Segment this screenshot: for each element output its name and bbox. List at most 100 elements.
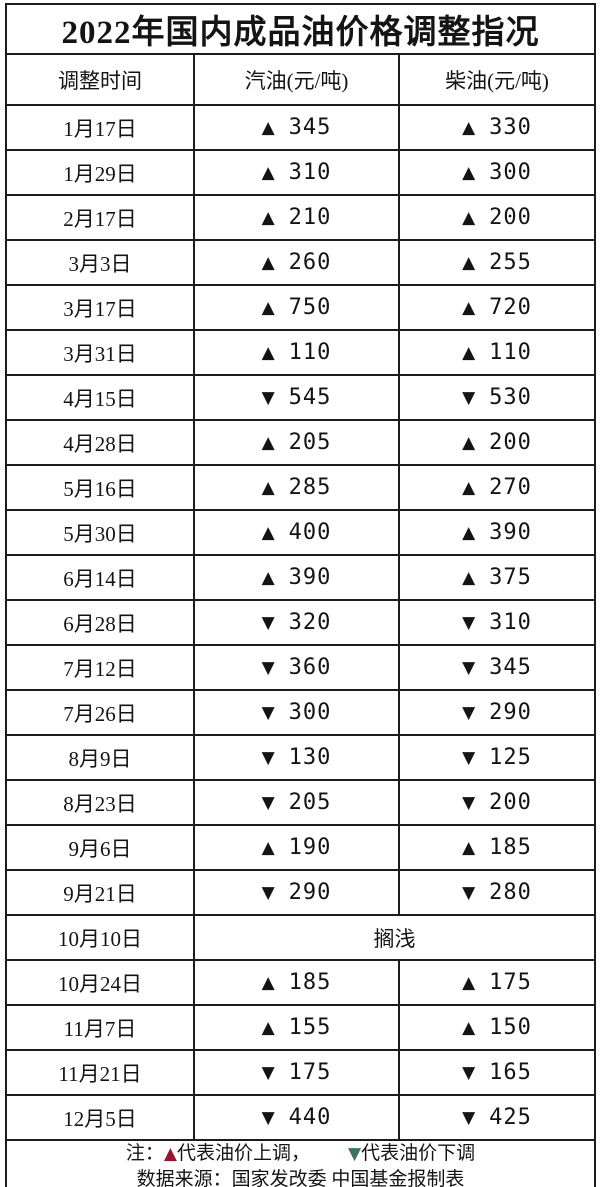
table-row: 11月21日 ▼ 175 ▼ 165	[5, 1049, 596, 1096]
price-change-value: 400	[288, 520, 332, 545]
price-change-value: 255	[489, 250, 532, 275]
date-cell: 3月17日	[5, 284, 195, 331]
gasoline-value-cell: ▲ 285	[193, 464, 400, 511]
title-row: 2022年国内成品油价格调整指况	[5, 3, 596, 55]
gasoline-value-cell: ▼ 300	[193, 689, 400, 736]
price-change-value: 440	[288, 1105, 332, 1130]
price-change-value: 205	[288, 430, 332, 455]
down-triangle-icon: ▼	[462, 388, 476, 408]
up-triangle-icon: ▲	[261, 253, 275, 273]
diesel-value-cell: ▼ 125	[398, 734, 596, 781]
date-cell: 6月14日	[5, 554, 195, 601]
table-row: 10月24日 ▲ 185 ▲ 175	[5, 959, 596, 1006]
down-triangle-icon: ▼	[462, 613, 476, 633]
up-triangle-icon: ▲	[261, 118, 275, 138]
gasoline-value-cell: ▲ 155	[193, 1004, 400, 1051]
price-change-value: 720	[489, 295, 532, 320]
price-change-value: 200	[489, 205, 532, 230]
gasoline-value-cell: ▼ 130	[193, 734, 400, 781]
gasoline-value-cell: ▲ 210	[193, 194, 400, 241]
up-triangle-icon: ▲	[261, 568, 275, 588]
table-row: 3月31日 ▲ 110 ▲ 110	[5, 329, 596, 376]
table-row: 9月6日 ▲ 190 ▲ 185	[5, 824, 596, 871]
date-cell: 8月9日	[5, 734, 195, 781]
price-change-value: 360	[288, 655, 332, 680]
table-row: 3月3日 ▲ 260 ▲ 255	[5, 239, 596, 286]
price-change-value: 345	[288, 115, 332, 140]
diesel-value-cell: ▲ 375	[398, 554, 596, 601]
gasoline-value-cell: ▲ 260	[193, 239, 400, 286]
table-row: 5月30日 ▲ 400 ▲ 390	[5, 509, 596, 556]
diesel-value-cell: ▲ 200	[398, 194, 596, 241]
note-prefix: 注：	[125, 1143, 164, 1164]
header-row: 调整时间 汽油(元/吨) 柴油(元/吨)	[5, 53, 596, 106]
date-cell: 4月15日	[5, 374, 195, 421]
date-cell: 9月6日	[5, 824, 195, 871]
diesel-value-cell: ▼ 345	[398, 644, 596, 691]
down-triangle-icon: ▼	[261, 748, 275, 768]
price-change-value: 545	[288, 385, 332, 410]
legend-up-label: 代表油价上调，	[176, 1143, 310, 1164]
date-cell: 2月17日	[5, 194, 195, 241]
down-triangle-icon: ▼	[462, 748, 476, 768]
down-triangle-icon: ▼	[261, 1063, 275, 1083]
table-row: 2月17日 ▲ 210 ▲ 200	[5, 194, 596, 241]
diesel-value-cell: ▲ 390	[398, 509, 596, 556]
up-triangle-icon: ▲	[462, 523, 476, 543]
table-body: 1月17日 ▲ 345 ▲ 330 1月29日 ▲ 310 ▲ 300 2月17日 ▲ 210 ▲ 200 3…	[5, 104, 596, 1141]
up-triangle-icon: ▲	[462, 298, 476, 318]
price-change-value: 290	[489, 700, 532, 725]
price-change-value: 310	[288, 160, 332, 185]
price-change-value: 320	[288, 610, 332, 635]
diesel-value-cell: ▲ 175	[398, 959, 596, 1006]
price-change-value: 330	[489, 115, 532, 140]
down-triangle-icon: ▼	[462, 703, 476, 723]
up-triangle-icon: ▲	[462, 568, 476, 588]
up-triangle-icon: ▲	[462, 973, 476, 993]
page-title: 2022年国内成品油价格调整指况	[5, 3, 596, 55]
down-triangle-icon: ▼	[462, 1063, 476, 1083]
down-triangle-icon: ▼	[261, 1108, 275, 1128]
price-table: 2022年国内成品油价格调整指况 调整时间 汽油(元/吨) 柴油(元/吨) 1月…	[5, 3, 596, 1187]
gasoline-value-cell: ▼ 205	[193, 779, 400, 826]
table-row: 5月16日 ▲ 285 ▲ 270	[5, 464, 596, 511]
gasoline-value-cell: ▼ 175	[193, 1049, 400, 1096]
up-triangle-icon: ▲	[261, 208, 275, 228]
legend-line: 注：▲代表油价上调， ▼代表油价下调	[7, 1141, 594, 1167]
price-change-value: 190	[288, 835, 332, 860]
column-header-date: 调整时间	[5, 53, 195, 106]
price-change-value: 185	[489, 835, 532, 860]
gasoline-value-cell: ▼ 320	[193, 599, 400, 646]
diesel-value-cell: ▼ 290	[398, 689, 596, 736]
date-cell: 1月17日	[5, 104, 195, 151]
gasoline-value-cell: ▼ 545	[193, 374, 400, 421]
date-cell: 8月23日	[5, 779, 195, 826]
table-row: 10月10日 搁浅	[5, 914, 596, 961]
up-triangle-icon: ▲	[261, 433, 275, 453]
table-row: 3月17日 ▲ 750 ▲ 720	[5, 284, 596, 331]
date-cell: 1月29日	[5, 149, 195, 196]
up-triangle-icon: ▲	[462, 343, 476, 363]
price-change-value: 125	[489, 745, 532, 770]
table-row: 7月12日 ▼ 360 ▼ 345	[5, 644, 596, 691]
gasoline-value-cell: ▲ 110	[193, 329, 400, 376]
table-row: 4月28日 ▲ 205 ▲ 200	[5, 419, 596, 466]
down-triangle-icon: ▼	[462, 1108, 476, 1128]
gasoline-value-cell: ▲ 190	[193, 824, 400, 871]
price-change-value: 210	[288, 205, 332, 230]
price-change-value: 200	[489, 430, 532, 455]
diesel-value-cell: ▼ 165	[398, 1049, 596, 1096]
price-change-value: 130	[288, 745, 332, 770]
up-triangle-icon: ▲	[261, 343, 275, 363]
diesel-value-cell: ▲ 110	[398, 329, 596, 376]
up-triangle-icon: ▲	[261, 478, 275, 498]
date-cell: 11月21日	[5, 1049, 195, 1096]
gasoline-value-cell: ▼ 290	[193, 869, 400, 916]
table-row: 9月21日 ▼ 290 ▼ 280	[5, 869, 596, 916]
table-row: 11月7日 ▲ 155 ▲ 150	[5, 1004, 596, 1051]
up-triangle-icon: ▲	[261, 838, 275, 858]
price-change-value: 300	[288, 700, 332, 725]
table-row: 1月29日 ▲ 310 ▲ 300	[5, 149, 596, 196]
table-row: 1月17日 ▲ 345 ▲ 330	[5, 104, 596, 151]
down-triangle-icon: ▼	[462, 883, 476, 903]
